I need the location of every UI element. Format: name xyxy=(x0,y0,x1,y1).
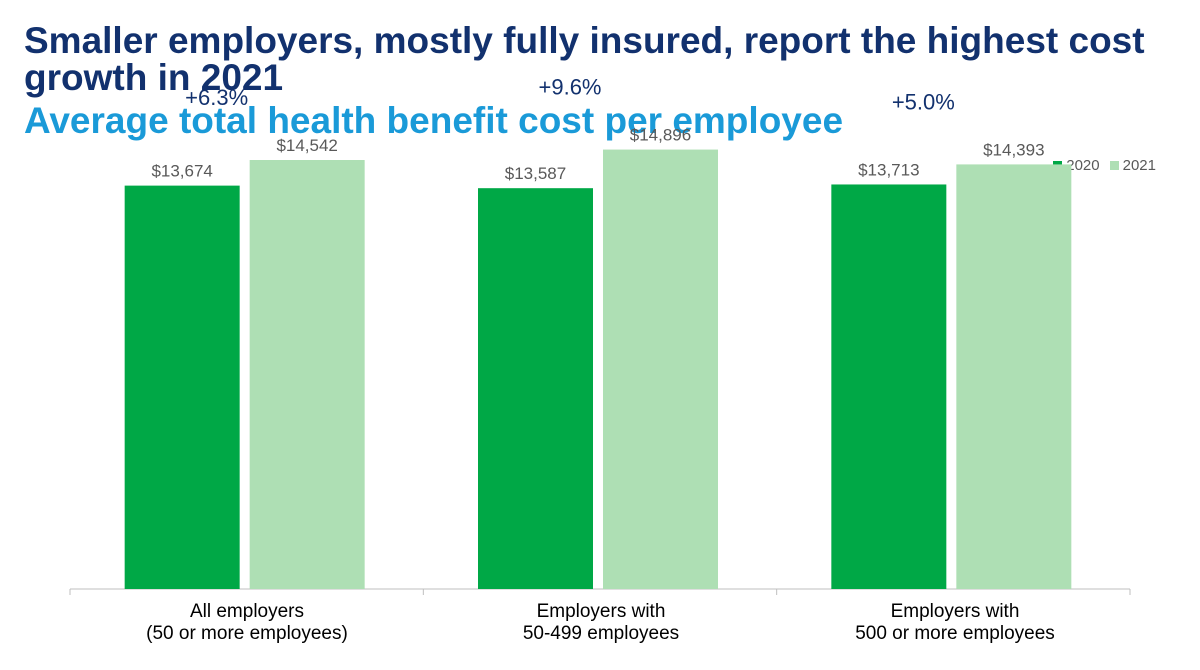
legend-item-2021: 2021 xyxy=(1109,157,1156,174)
category-label-line-2: 50-499 employees xyxy=(522,623,680,644)
bar-2021 xyxy=(249,160,365,590)
data-label-2021: $14,393 xyxy=(983,140,1044,159)
growth-label: +9.6% xyxy=(539,75,602,100)
category-label-line-1: Employers with xyxy=(536,601,666,622)
legend-swatch-2021 xyxy=(1109,161,1119,170)
category-label-line-2: 500 or more employees xyxy=(855,623,1055,644)
category-label-line-1: Employers with xyxy=(890,601,1020,622)
bar-2020 xyxy=(124,185,240,589)
category-label-line-2: (50 or more employees) xyxy=(146,623,348,644)
chart-legend: 2020 2021 xyxy=(1053,157,1156,174)
data-label-2020: $13,674 xyxy=(151,162,212,181)
bar-2020 xyxy=(478,188,593,589)
bar-2021 xyxy=(956,164,1072,589)
category-label-50-499: Employers with 50-499 employees xyxy=(451,601,751,645)
bar-2021 xyxy=(603,149,718,589)
growth-label: +5.0% xyxy=(892,89,955,114)
page-title: Smaller employers, mostly fully insured,… xyxy=(24,20,1145,98)
data-label-2021: $14,896 xyxy=(630,126,691,145)
legend-label-2021: 2021 xyxy=(1122,157,1156,174)
category-label-all-employers: All employers (50 or more employees) xyxy=(97,601,397,645)
data-label-2021: $14,542 xyxy=(276,136,337,155)
bar-2020 xyxy=(831,184,947,590)
page-subtitle: Average total health benefit cost per em… xyxy=(24,100,844,141)
data-label-2020: $13,587 xyxy=(505,164,566,183)
data-label-2020: $13,713 xyxy=(858,160,919,179)
category-label-line-1: All employers xyxy=(189,601,305,622)
legend-label-2020: 2020 xyxy=(1066,157,1100,174)
growth-label: +6.3% xyxy=(185,85,248,110)
category-label-500-plus: Employers with 500 or more employees xyxy=(805,601,1105,645)
